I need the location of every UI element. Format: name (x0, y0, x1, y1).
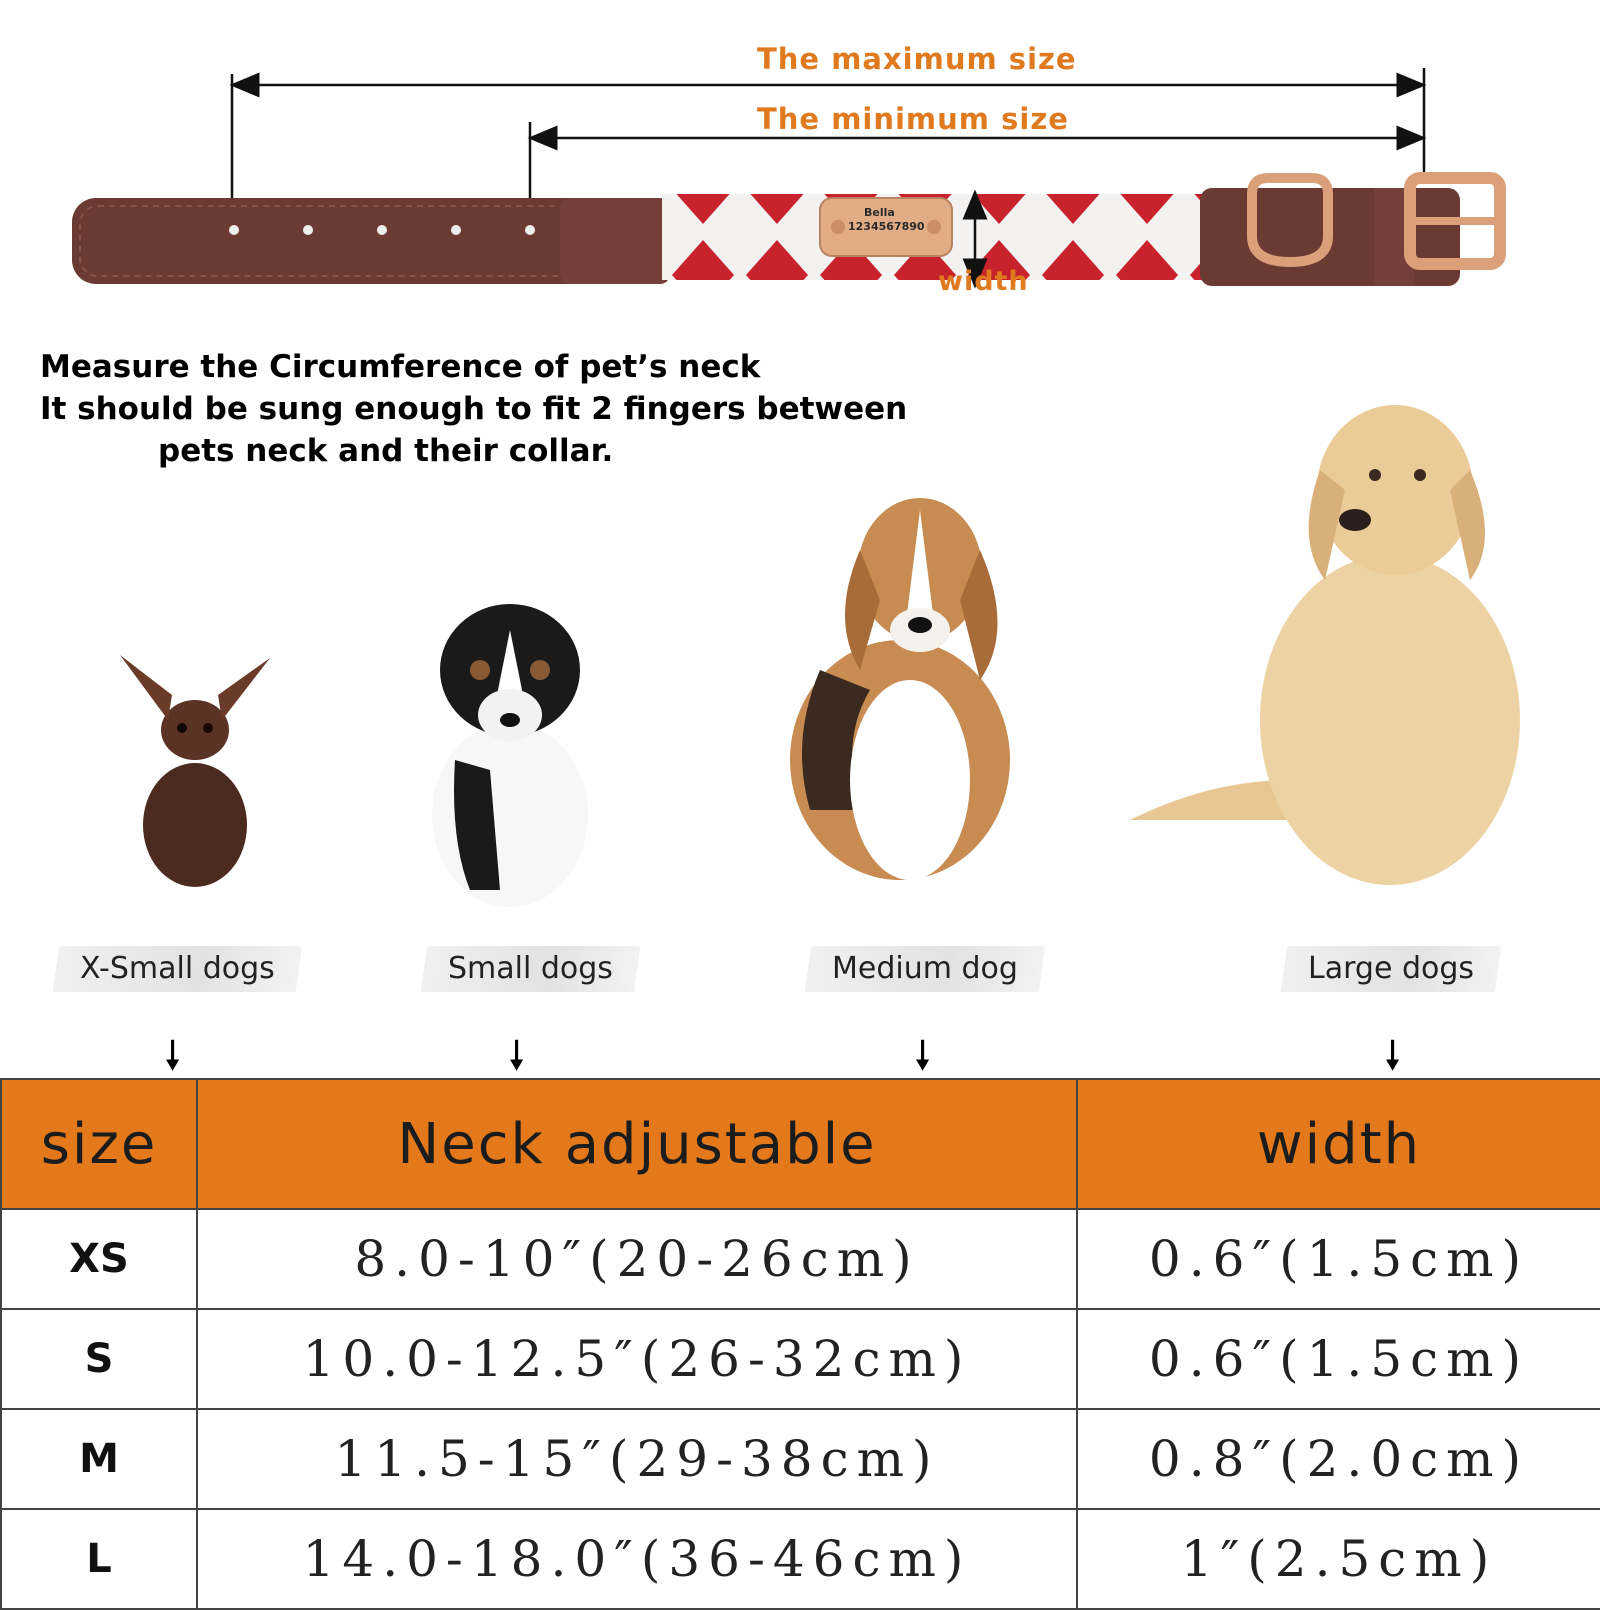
collar-diagram (72, 68, 1506, 289)
instruction-line-1: Measure the Circumference of pet’s neck (40, 349, 761, 385)
instructions: Measure the Circumference of pet’s neck … (40, 346, 907, 472)
d-ring (1247, 173, 1333, 268)
arrow-down-icon: 🠗 (164, 1033, 182, 1079)
instruction-line-2: It should be sung enough to fit 2 finger… (40, 391, 908, 427)
size-cell: M (0, 1408, 198, 1510)
neck-cell: 11.5-15″(29-38cm) (196, 1408, 1078, 1510)
header-width: width (1076, 1078, 1600, 1210)
table-row: S 10.0-12.5″(26-32cm) 0.6″(1.5cm) (0, 1308, 1600, 1410)
dog-small-image (432, 604, 588, 907)
dog-label-medium: Medium dog (804, 946, 1046, 992)
width-cell: 0.8″(2.0cm) (1076, 1408, 1600, 1510)
instruction-line-3: pets neck and their collar. (158, 433, 614, 469)
collar-strap (72, 188, 1460, 286)
tag-name-text: Bella (864, 206, 895, 219)
dog-label-xsmall: X-Small dogs (52, 946, 303, 992)
name-tag (819, 197, 953, 257)
size-cell: XS (0, 1208, 198, 1310)
table-header-row: size Neck adjustable width (0, 1078, 1600, 1210)
width-label: width (938, 266, 1029, 297)
arrow-down-icon: 🠗 (1384, 1033, 1402, 1079)
header-size: size (0, 1078, 198, 1210)
width-cell: 0.6″(1.5cm) (1076, 1208, 1600, 1310)
dog-medium-image (790, 498, 1010, 880)
size-cell: L (0, 1508, 198, 1610)
size-table: size Neck adjustable width XS 8.0-10″(20… (0, 1078, 1600, 1610)
dog-xsmall-image (120, 655, 270, 887)
neck-cell: 10.0-12.5″(26-32cm) (196, 1308, 1078, 1410)
header-neck-adjustable: Neck adjustable (196, 1078, 1078, 1210)
neck-cell: 14.0-18.0″(36-46cm) (196, 1508, 1078, 1610)
dog-label-small: Small dogs (420, 946, 641, 992)
table-row: XS 8.0-10″(20-26cm) 0.6″(1.5cm) (0, 1208, 1600, 1310)
tag-number-text: 1234567890 (848, 220, 925, 233)
dog-label-large: Large dogs (1280, 946, 1502, 992)
width-cell: 0.6″(1.5cm) (1076, 1308, 1600, 1410)
table-row: M 11.5-15″(29-38cm) 0.8″(2.0cm) (0, 1408, 1600, 1510)
max-size-label: The maximum size (757, 42, 1077, 76)
neck-cell: 8.0-10″(20-26cm) (196, 1208, 1078, 1310)
width-cell: 1″(2.5cm) (1076, 1508, 1600, 1610)
table-row: L 14.0-18.0″(36-46cm) 1″(2.5cm) (0, 1508, 1600, 1610)
arrow-down-icon: 🠗 (508, 1033, 526, 1079)
arrow-down-icon: 🠗 (914, 1033, 932, 1079)
size-cell: S (0, 1308, 198, 1410)
buckle (1404, 172, 1506, 270)
dog-large-image (1130, 405, 1520, 885)
